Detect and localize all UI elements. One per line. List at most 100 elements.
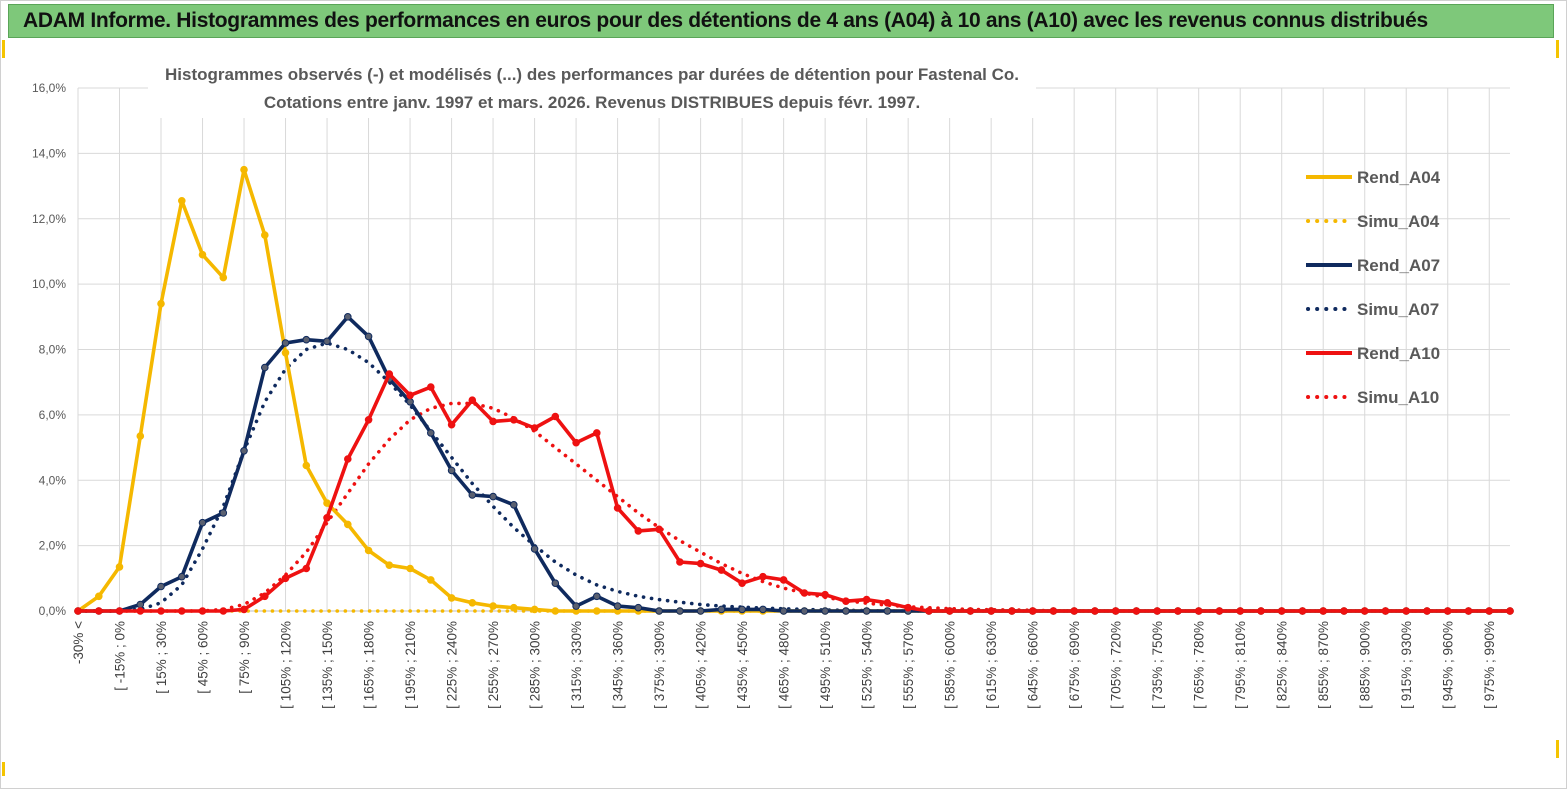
data-point: [779, 576, 788, 584]
legend-label: Rend_A10: [1357, 344, 1440, 363]
data-point: [427, 429, 435, 437]
data-point: [136, 600, 145, 609]
data-point: [593, 592, 601, 601]
legend-item: Rend_A07: [1306, 256, 1440, 275]
data-point: [74, 607, 82, 615]
data-point: [261, 363, 269, 372]
corner-marker-right: [1556, 40, 1567, 58]
x-tick-label: [ 315% ; 330%: [569, 621, 584, 709]
data-point: [1194, 607, 1203, 615]
data-point: [219, 509, 228, 517]
x-tick-label: [ 825% ; 840%: [1275, 621, 1290, 709]
data-point: [302, 335, 311, 344]
legend-item: Simu_A04: [1306, 212, 1440, 231]
data-point: [800, 589, 809, 597]
data-point: [1111, 607, 1120, 615]
chart-title-block: Histogrammes observés (-) et modélisés (…: [148, 58, 1036, 118]
series-lines: [74, 165, 1514, 615]
x-tick-label: [ 465% ; 480%: [777, 621, 792, 709]
data-point: [862, 607, 871, 615]
x-tick-label: [ 585% ; 600%: [943, 621, 958, 709]
data-point: [1008, 607, 1016, 615]
data-point: [779, 607, 788, 615]
data-point: [344, 455, 352, 463]
data-point: [696, 559, 705, 568]
x-tick-label: [ 495% ; 510%: [818, 621, 833, 709]
legend-label: Rend_A04: [1357, 168, 1441, 187]
data-point: [157, 582, 165, 591]
data-point: [1381, 607, 1390, 615]
x-tick-label: [ 405% ; 420%: [694, 621, 709, 709]
legend-item: Simu_A07: [1306, 300, 1439, 319]
data-point: [883, 607, 892, 615]
x-tick-label: [ 735% ; 750%: [1150, 621, 1165, 709]
data-point: [925, 607, 933, 615]
data-point: [178, 607, 186, 615]
data-point: [364, 332, 373, 341]
y-tick-label: 10,0%: [32, 277, 66, 291]
data-point: [1298, 607, 1307, 615]
x-tick-label: [ 945% ; 960%: [1441, 621, 1456, 709]
y-tick-label: 6,0%: [39, 408, 67, 422]
report-title: ADAM Informe. Histogrammes des performan…: [23, 9, 1428, 32]
grid-lines: [77, 87, 1510, 612]
x-axis: -30% < [ -15% ; 0% [ 15% ; 30% [ 45% ; 60% […: [71, 621, 1497, 709]
x-tick-label: [ 705% ; 720%: [1109, 621, 1124, 709]
data-point: [987, 607, 996, 615]
data-point: [323, 337, 331, 346]
chart-title: Histogrammes observés (-) et modélisés (…: [165, 65, 1019, 84]
data-point: [1070, 607, 1078, 615]
data-point: [219, 273, 228, 282]
series-rend-a10: [74, 370, 1514, 615]
data-point: [323, 514, 331, 522]
data-point: [1049, 607, 1058, 615]
data-point: [1340, 607, 1348, 615]
data-point: [219, 607, 228, 615]
data-point: [593, 429, 601, 437]
x-tick-label: [ 105% ; 120%: [279, 621, 294, 709]
data-point: [551, 579, 560, 588]
x-tick-label: [ 15% ; 30%: [154, 621, 169, 694]
data-point: [95, 607, 103, 615]
x-tick-label: [ 615% ; 630%: [984, 621, 999, 709]
data-point: [759, 572, 767, 581]
x-tick-label: [ 975% ; 990%: [1482, 621, 1497, 709]
x-tick-label: [ 675% ; 690%: [1067, 621, 1082, 709]
data-point: [406, 398, 414, 406]
x-tick-label: [ 195% ; 210%: [403, 621, 418, 709]
data-point: [240, 165, 248, 174]
data-point: [551, 607, 560, 615]
data-point: [1257, 607, 1265, 615]
data-point: [198, 607, 207, 615]
data-point: [302, 564, 311, 573]
data-point: [489, 492, 497, 501]
y-tick-label: 14,0%: [32, 146, 66, 160]
data-point: [1174, 607, 1182, 615]
y-tick-label: 12,0%: [32, 212, 66, 226]
data-point: [696, 607, 705, 615]
x-tick-label: [ 45% ; 60%: [196, 621, 211, 694]
data-point: [157, 299, 165, 308]
chart-subtitle: Cotations entre janv. 1997 et mars. 2026…: [264, 93, 920, 112]
y-tick-label: 0,0%: [39, 604, 67, 618]
y-tick-label: 2,0%: [39, 539, 67, 553]
x-tick-label: [ 375% ; 390%: [652, 621, 667, 709]
legend-label: Simu_A07: [1357, 300, 1439, 319]
data-point: [613, 602, 622, 610]
x-tick-label: [ 225% ; 240%: [445, 621, 460, 709]
data-point: [676, 607, 684, 615]
x-tick-label: [ 255% ; 270%: [486, 621, 501, 709]
y-axis: 0,0% 2,0% 4,0% 6,0% 8,0% 10,0% 12,0% 14,0% 16,0%: [32, 81, 66, 618]
x-tick-label: [ 285% ; 300%: [528, 621, 543, 709]
data-point: [1091, 607, 1099, 615]
data-point: [1464, 607, 1473, 615]
legend-item: Rend_A04: [1306, 168, 1441, 187]
data-point: [240, 447, 248, 455]
data-point: [468, 396, 477, 405]
y-tick-label: 16,0%: [32, 81, 66, 95]
data-point: [1028, 607, 1037, 615]
series-line: [78, 314, 1510, 613]
data-point: [240, 605, 248, 614]
data-point: [862, 595, 871, 604]
data-point: [738, 579, 746, 588]
